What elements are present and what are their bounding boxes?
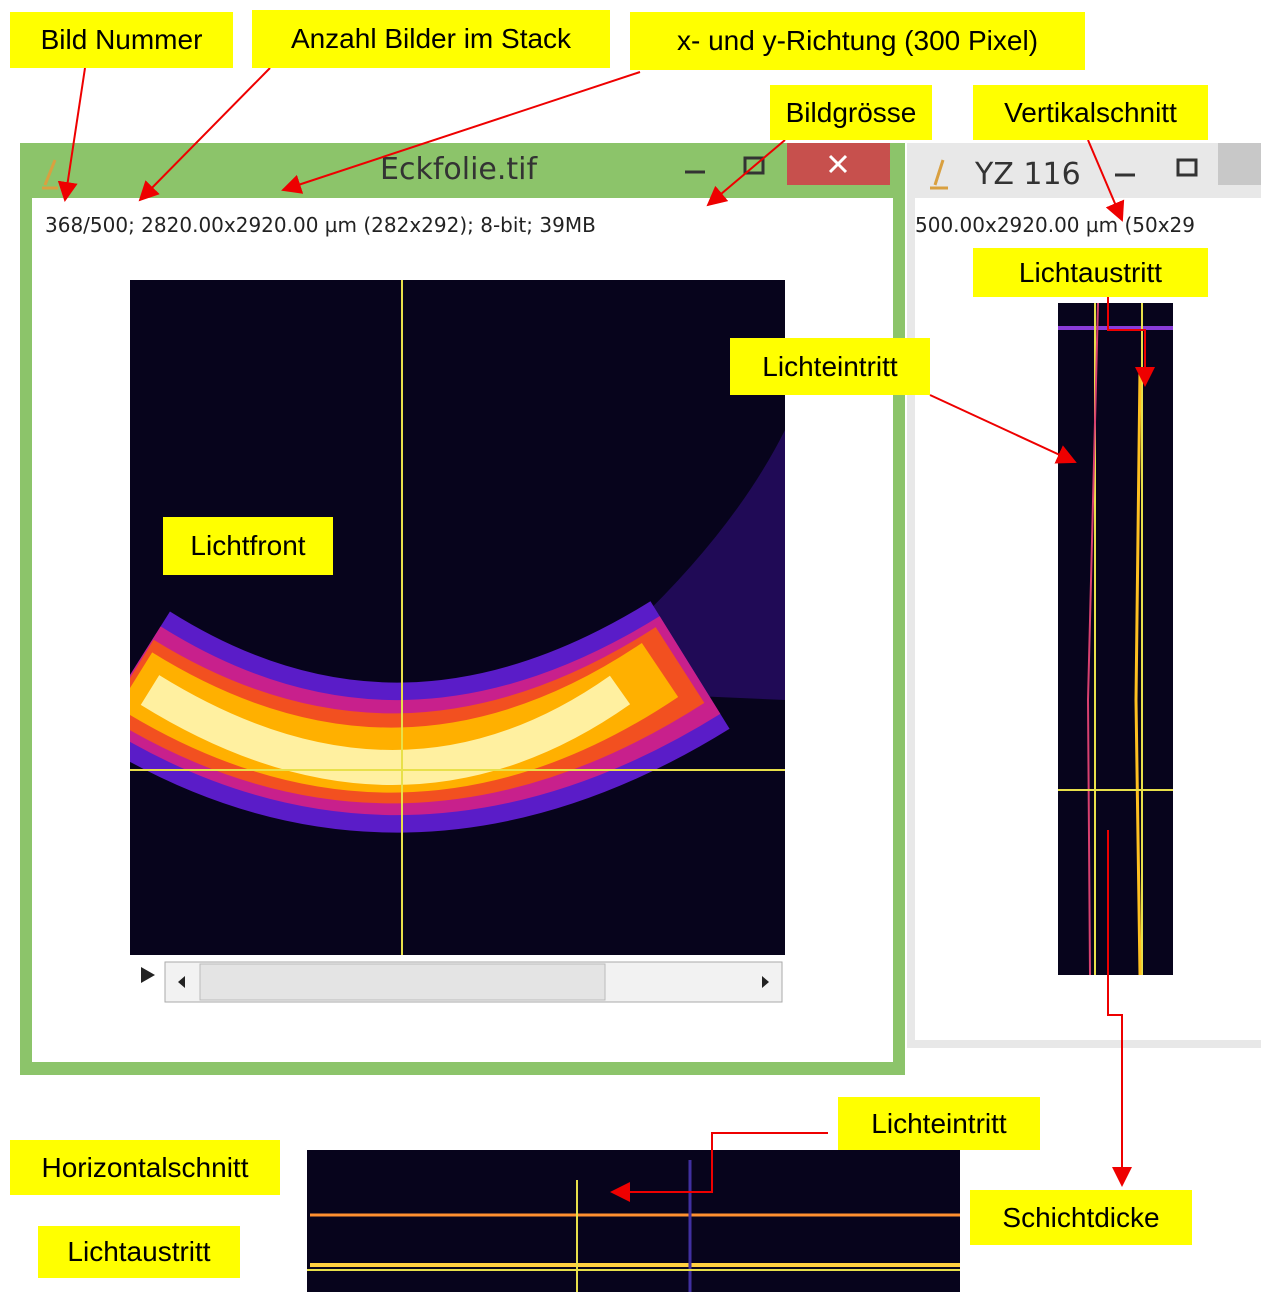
window-icons	[42, 156, 1196, 188]
annotation-label: Schichtdicke	[970, 1190, 1192, 1245]
scrollbar[interactable]	[141, 962, 782, 1002]
annotation-label: Lichtaustritt	[38, 1226, 240, 1278]
overlay	[0, 0, 1261, 1292]
annotation-label: Lichteintritt	[838, 1097, 1040, 1150]
annotation-label: Lichteintritt	[730, 338, 930, 395]
annotation-label: Bild Nummer	[10, 12, 233, 68]
annotation-label: Lichtaustritt	[973, 248, 1208, 297]
image-xy	[130, 280, 785, 955]
image-yz	[1058, 303, 1173, 975]
image-xz	[307, 1150, 960, 1292]
annotation-label: Lichtfront	[163, 517, 333, 575]
annotation-label: Anzahl Bilder im Stack	[252, 10, 610, 68]
annotation-label: Bildgrösse	[770, 85, 932, 140]
annotation-label: Vertikalschnitt	[973, 85, 1208, 140]
page: {"window_main": {"title": "Eckfolie.tif"…	[0, 0, 1261, 1292]
annotation-label: Horizontalschnitt	[10, 1140, 280, 1195]
annotation-label: x- und y-Richtung (300 Pixel)	[630, 12, 1085, 70]
